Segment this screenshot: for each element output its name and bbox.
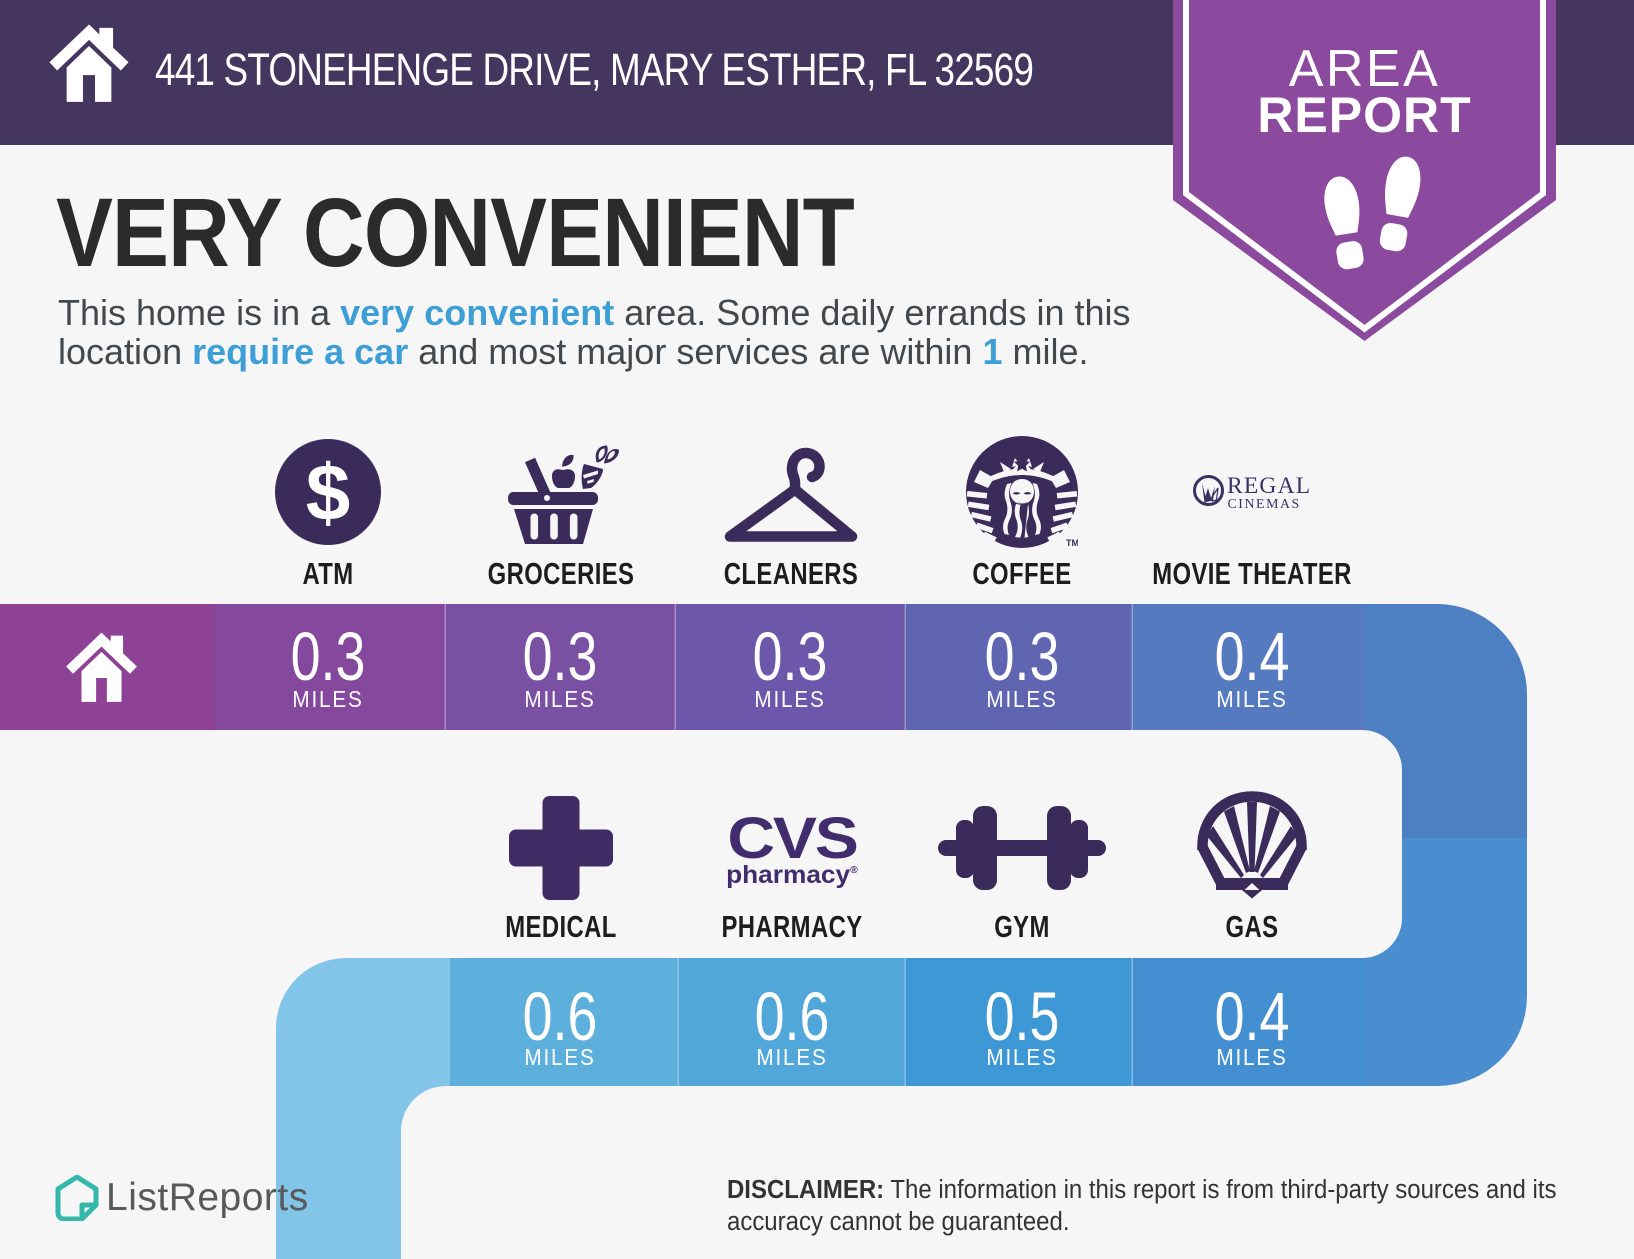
svg-text:CINEMAS: CINEMAS: [1228, 496, 1301, 511]
svg-text:$: $: [306, 448, 351, 537]
svg-text:AREA: AREA: [1289, 40, 1441, 98]
svg-text:REGAL: REGAL: [1227, 473, 1311, 499]
svg-text:TM: TM: [1066, 538, 1078, 548]
svg-text:REPORT: REPORT: [1257, 87, 1471, 143]
